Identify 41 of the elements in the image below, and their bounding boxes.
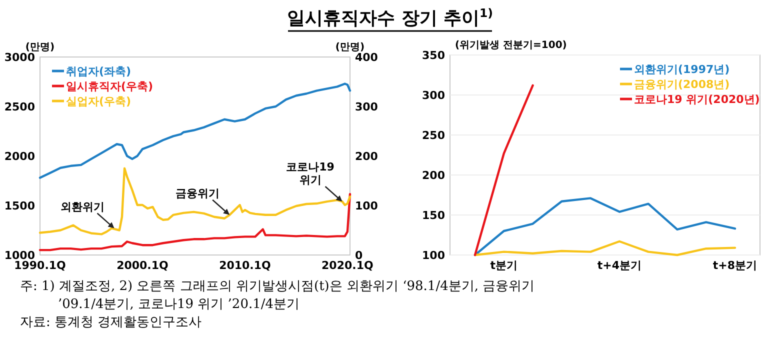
- legend-label: 취업자(좌축): [66, 64, 132, 78]
- y-tick-label: 2500: [4, 100, 36, 114]
- x-tick-label: 2010.1Q: [219, 259, 271, 272]
- legend-label: 코로나19 위기(2020년): [634, 92, 760, 106]
- y-tick-label: 300: [422, 88, 446, 102]
- y2-tick-label: 200: [355, 150, 378, 163]
- legend-label: 일시휴직자(우축): [66, 80, 154, 93]
- y2-tick-label: 400: [355, 50, 378, 64]
- legend-label: 외환위기(1997년): [634, 62, 730, 76]
- y-tick-label: 200: [422, 168, 446, 182]
- y-tick-label: 150: [422, 208, 446, 222]
- y-tick-label: 1500: [4, 199, 36, 212]
- annotation: 코로나19 위기: [286, 160, 334, 187]
- x-tick-label: 2020.1Q: [322, 259, 374, 272]
- y2-tick-label: 100: [355, 199, 378, 212]
- text: 자료: 통계청 경제활동인구조사: [20, 315, 202, 330]
- text: 주: 1) 계절조정, 2) 오른쪽 그래프의 위기발생시점(t)은 외환위기 ‘98.1/4분기, 금융위기: [20, 279, 535, 294]
- text: ’09.1/4분기, 코로나19 위기 ’20.1/4분기: [58, 297, 300, 312]
- y-tick-label: 250: [422, 128, 446, 142]
- legend-label: 금융위기(2008년): [634, 78, 730, 91]
- y2-tick-label: 300: [355, 100, 378, 114]
- x-tick-label: t+4분기: [597, 259, 642, 272]
- x-tick-label: t+8분기: [712, 259, 758, 272]
- x-tick-label: 2000.1Q: [116, 259, 168, 272]
- text: 일시휴직자수 장기 추이$^{1)}$: [286, 6, 494, 29]
- y-axis-title: (만명): [25, 42, 55, 53]
- y-tick-label: 2000: [4, 150, 36, 163]
- y-tick-label: 1000: [4, 248, 36, 262]
- y-tick-label: 350: [422, 48, 446, 62]
- x-tick-label: 1990.1Q: [14, 259, 66, 272]
- line-series: [474, 197, 736, 256]
- annotation: 금융위기: [176, 186, 220, 200]
- legend-label: 실업자(우축): [66, 94, 132, 108]
- annotation: 외환위기: [60, 200, 104, 214]
- y-axis-title: (위기발생 전분기=100): [455, 40, 567, 51]
- y-tick-label: 3000: [4, 50, 36, 64]
- line-series: [474, 240, 736, 256]
- x-tick-label: t분기: [490, 259, 518, 272]
- y2-tick-label: 0: [355, 248, 363, 262]
- y2-axis-title: (만명): [335, 42, 365, 53]
- y-tick-label: 100: [422, 248, 446, 262]
